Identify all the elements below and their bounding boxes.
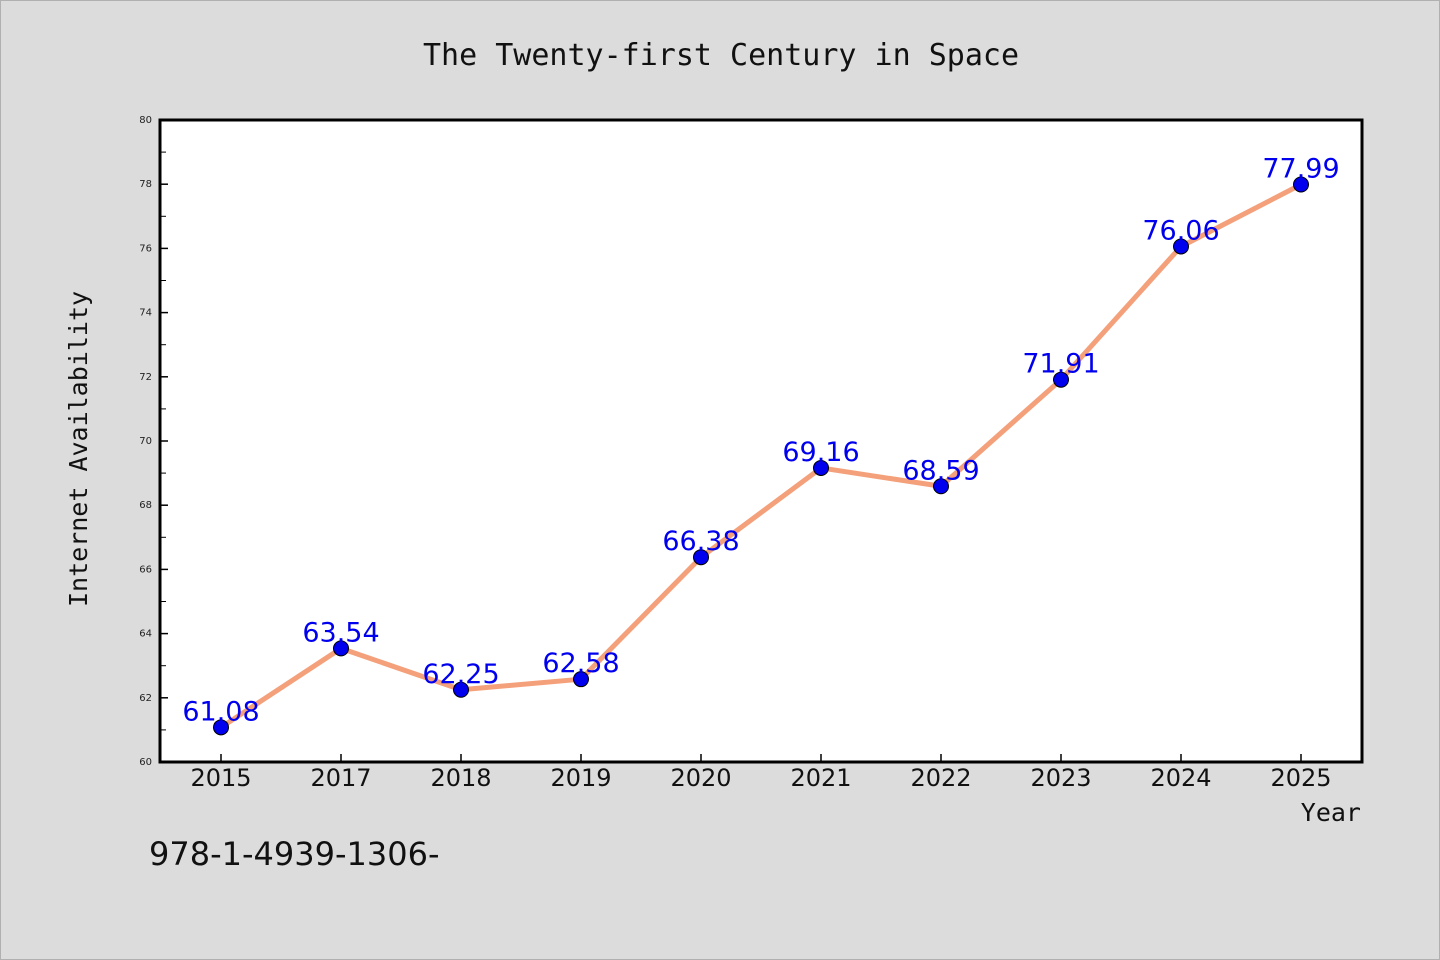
x-tick-label: 2017 [310, 764, 371, 792]
data-point [1293, 176, 1309, 193]
x-tick-label: 2021 [790, 764, 851, 792]
y-tick-label: 78 [139, 179, 152, 190]
y-tick-label: 62 [139, 693, 152, 704]
series-markers [213, 176, 1309, 736]
y-axis: 60 62 64 66 68 70 72 74 76 78 80 [139, 115, 168, 768]
x-tick-label: 2015 [190, 764, 251, 792]
data-point [813, 459, 829, 476]
y-tick-label: 66 [139, 564, 152, 575]
x-tick-label: 2018 [430, 764, 491, 792]
y-axis-label: Internet Availability [64, 291, 93, 607]
x-tick-label: 2022 [910, 764, 971, 792]
x-tick-label: 2019 [550, 764, 611, 792]
y-tick-label: 80 [139, 115, 152, 126]
y-tick-label: 76 [139, 243, 152, 254]
y-tick-label: 70 [139, 436, 152, 447]
data-label: 63.54 [302, 617, 379, 648]
data-label: 62.58 [542, 648, 619, 679]
data-labels: 61.08 63.54 62.25 62.58 66.38 69.16 68.59 71.91… [182, 154, 1339, 728]
chart-title: The Twenty-first Century in Space [423, 38, 1019, 73]
x-tick-label: 2020 [670, 764, 731, 792]
data-point [1053, 371, 1069, 388]
y-tick-label: 68 [139, 500, 152, 511]
data-point [1173, 238, 1189, 255]
y-tick-label: 72 [139, 372, 152, 383]
x-tick-label: 2023 [1030, 764, 1091, 792]
data-label: 68.59 [902, 455, 979, 486]
footnote: 978-1-4939-1306- [149, 835, 440, 873]
x-tick-label: 2024 [1150, 764, 1211, 792]
data-label: 71.91 [1022, 349, 1099, 380]
data-label: 66.38 [662, 526, 739, 557]
y-tick-label: 74 [139, 308, 152, 319]
y-tick-label: 64 [139, 629, 152, 640]
y-tick-label: 60 [139, 757, 152, 768]
series-line [219, 182, 1303, 730]
x-tick-label: 2025 [1270, 764, 1331, 792]
data-label: 77.99 [1262, 154, 1339, 185]
data-point [573, 671, 589, 688]
data-point [933, 478, 949, 495]
x-axis-label: Year [1301, 798, 1361, 827]
data-label: 61.08 [182, 696, 259, 727]
data-point [693, 549, 709, 566]
data-point [213, 719, 229, 736]
data-label: 69.16 [782, 437, 859, 468]
data-label: 76.06 [1142, 215, 1219, 246]
data-point [333, 640, 349, 657]
data-point [453, 681, 469, 698]
x-axis: 2015 2017 2018 2019 2020 2021 2022 2023 2024 2025 [190, 754, 1332, 792]
data-label: 62.25 [422, 659, 499, 690]
